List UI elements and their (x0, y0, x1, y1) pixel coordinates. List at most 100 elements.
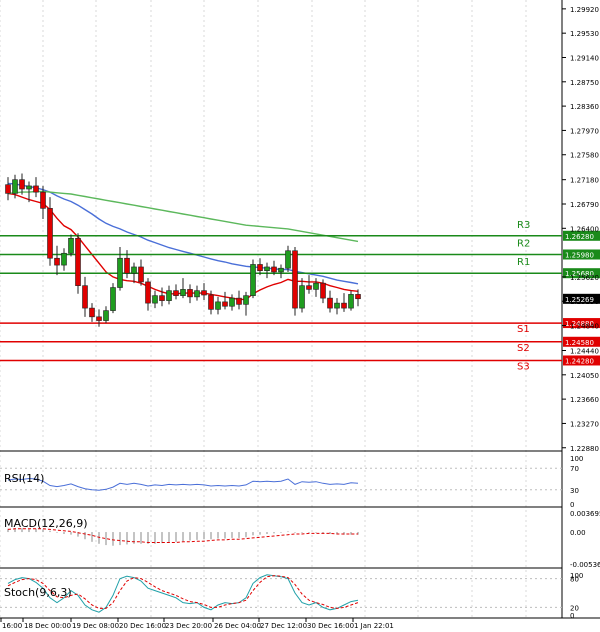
stochastic-tick-label: 100 (570, 572, 583, 580)
candle-body (47, 208, 53, 259)
time-tick-label: 23 Dec 20:00 (165, 622, 212, 630)
level-price-label: 1.25980 (565, 251, 594, 259)
candle-body (124, 257, 130, 274)
price-tick-label: 1.27970 (570, 127, 599, 135)
time-tick-label: 19 Dec 08:00 (72, 622, 119, 630)
stochastic-grid (0, 578, 562, 608)
time-tick-label: 27 Dec 12:00 (260, 622, 307, 630)
time-tick-label: 18 Dec 00:00 (24, 622, 71, 630)
rsi-line-path (7, 477, 359, 491)
price-tick-label: 1.28360 (570, 103, 599, 111)
candle-body (341, 302, 347, 309)
rsi-tick-label: 100 (570, 455, 583, 463)
candle-body (299, 285, 305, 309)
candle-body (5, 184, 11, 194)
level-price-label: 1.26280 (565, 233, 594, 241)
candle-body (222, 301, 228, 307)
rsi-line (7, 477, 359, 491)
candle-body (257, 264, 263, 271)
level-name-s1: S1 (517, 324, 530, 335)
candle-body (243, 295, 249, 305)
level-name-r3: R3 (517, 220, 530, 231)
level-price-label: 1.24280 (565, 357, 594, 365)
level-price-box (563, 249, 600, 260)
candle-body (82, 285, 88, 309)
candle-body (320, 282, 326, 299)
price-tick-label: 1.28750 (570, 79, 599, 87)
level-price-box (563, 336, 600, 347)
candle-body (313, 282, 319, 290)
candle-body (306, 285, 312, 290)
price-tick-label: 1.23270 (570, 420, 599, 428)
moving-average-line (7, 182, 359, 285)
price-tick-label: 1.27580 (570, 152, 599, 160)
rsi-axis-labels: 100 70 30 0 (570, 455, 583, 509)
macd-signal-path (7, 528, 358, 543)
rsi-tick-label: 30 (570, 487, 579, 495)
macd-panel: MACD(12,26,9) 0.003695 0.00 -0.005364 (4, 510, 600, 569)
stochastic-title: Stoch(9,6,3) (4, 586, 72, 599)
candle-body (89, 307, 95, 318)
candle-body (236, 297, 242, 305)
main-price-panel: R3 1.26280 R2 1.25980 R1 1.25680 S1 1.24880 S2 1.… (0, 0, 600, 618)
price-tick-label: 1.29530 (570, 30, 599, 38)
pivot-levels: R3 1.26280 R2 1.25980 R1 1.25680 S1 1.24880 S2 1.… (0, 220, 600, 372)
price-tick-label: 1.24050 (570, 372, 599, 380)
price-tick-label: 1.27180 (570, 177, 599, 185)
stochastic-tick-label: 20 (570, 604, 579, 612)
candle-body (117, 257, 123, 288)
rsi-title: RSI(14) (4, 472, 44, 485)
stochastic-lines (7, 574, 359, 613)
stochastic-tick-label: 80 (570, 576, 579, 584)
level-price-box (563, 355, 600, 366)
candle-body (138, 266, 144, 283)
candle-body (152, 295, 158, 304)
candle-body (215, 301, 221, 310)
rsi-panel: RSI(14) 100 70 30 0 (0, 455, 583, 509)
price-tick-label: 1.26400 (570, 225, 599, 233)
candle-body (131, 266, 137, 274)
candle-body (103, 310, 109, 321)
candle-body (26, 185, 32, 190)
price-tick-label: 1.24840 (570, 323, 599, 331)
candle-body (355, 294, 361, 300)
candle-body (173, 290, 179, 296)
level-price-box (563, 268, 600, 279)
level-name-s2: S2 (517, 343, 530, 354)
candle-body (271, 266, 277, 273)
current-price-box (563, 293, 600, 304)
moving-average-line (7, 190, 359, 243)
price-tick-label: 1.22880 (570, 445, 599, 453)
candle-body (96, 316, 102, 321)
macd-signal-line (7, 528, 358, 543)
price-tick-label: 1.25620 (570, 274, 599, 282)
candle-body (229, 297, 235, 307)
candle-body (145, 281, 151, 304)
macd-title: MACD(12,26,9) (4, 517, 88, 530)
price-tick-label: 1.29140 (570, 54, 599, 62)
price-tick-label: 1.29920 (570, 6, 599, 14)
level-name-s3: S3 (517, 361, 530, 372)
macd-histogram (7, 528, 359, 546)
price-tick-label: 1.24440 (570, 347, 599, 355)
candle-body (208, 294, 214, 310)
candle-body (264, 266, 270, 271)
candle-body (40, 191, 46, 209)
level-name-r1: R1 (517, 257, 530, 268)
candle-body (285, 250, 291, 269)
time-axis-labels: 16:00 18 Dec 00:00 19 Dec 08:00 20 Dec 16:0… (0, 618, 394, 630)
level-name-r2: R2 (517, 238, 530, 249)
price-tick-label: 1.23660 (570, 396, 599, 404)
candle-body (159, 295, 165, 301)
stochastic-main-line (7, 574, 359, 613)
rsi-tick-label: 0 (570, 501, 574, 509)
candle-body (278, 267, 284, 273)
level-price-label: 1.24580 (565, 339, 594, 347)
rsi-tick-label: 70 (570, 465, 579, 473)
time-tick-label: 26 Dec 04:00 (214, 622, 261, 630)
candle-body (187, 289, 193, 298)
level-price-label: 1.24880 (565, 320, 594, 328)
